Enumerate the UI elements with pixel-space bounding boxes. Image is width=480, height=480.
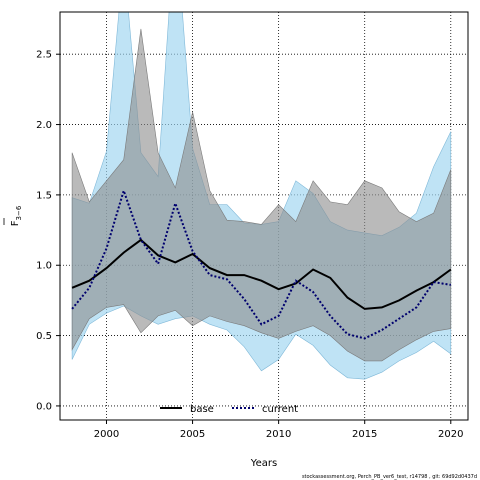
legend: base current bbox=[160, 404, 298, 415]
line-current bbox=[71, 187, 451, 340]
y-axis-title-main: F bbox=[10, 220, 21, 226]
legend-label-base: base bbox=[190, 404, 214, 415]
legend-label-current: current bbox=[262, 404, 298, 415]
x-tick-label: 2015 bbox=[352, 429, 377, 440]
y-axis: 0.0 0.5 1.0 1.5 2.0 2.5 bbox=[36, 50, 60, 412]
y-tick-label: 0.0 bbox=[36, 401, 52, 412]
y-axis-title-sub: 3−6 bbox=[15, 205, 23, 220]
x-axis: 2000 2005 2010 2015 2020 bbox=[94, 420, 464, 440]
line-base bbox=[71, 238, 452, 310]
y-axis-title: F3−6 bbox=[3, 205, 23, 226]
y-tick-label: 0.5 bbox=[36, 331, 52, 342]
x-tick-label: 2000 bbox=[94, 429, 119, 440]
x-tick-label: 2010 bbox=[266, 429, 291, 440]
y-tick-label: 1.5 bbox=[36, 190, 52, 201]
svg-text:F3−6: F3−6 bbox=[10, 205, 23, 226]
x-axis-title: Years bbox=[250, 458, 277, 469]
x-tick-label: 2020 bbox=[438, 429, 463, 440]
y-tick-label: 2.5 bbox=[36, 50, 52, 61]
y-tick-label: 1.0 bbox=[36, 261, 52, 272]
band-base bbox=[71, 28, 452, 362]
y-tick-label: 2.0 bbox=[36, 120, 52, 131]
footer-text: stockassessment.org, Perch_PB_ver6_test,… bbox=[302, 474, 477, 480]
confidence-bands bbox=[71, 12, 452, 380]
series-lines bbox=[71, 187, 452, 340]
x-tick-label: 2005 bbox=[180, 429, 205, 440]
plot-frame bbox=[59, 11, 469, 421]
